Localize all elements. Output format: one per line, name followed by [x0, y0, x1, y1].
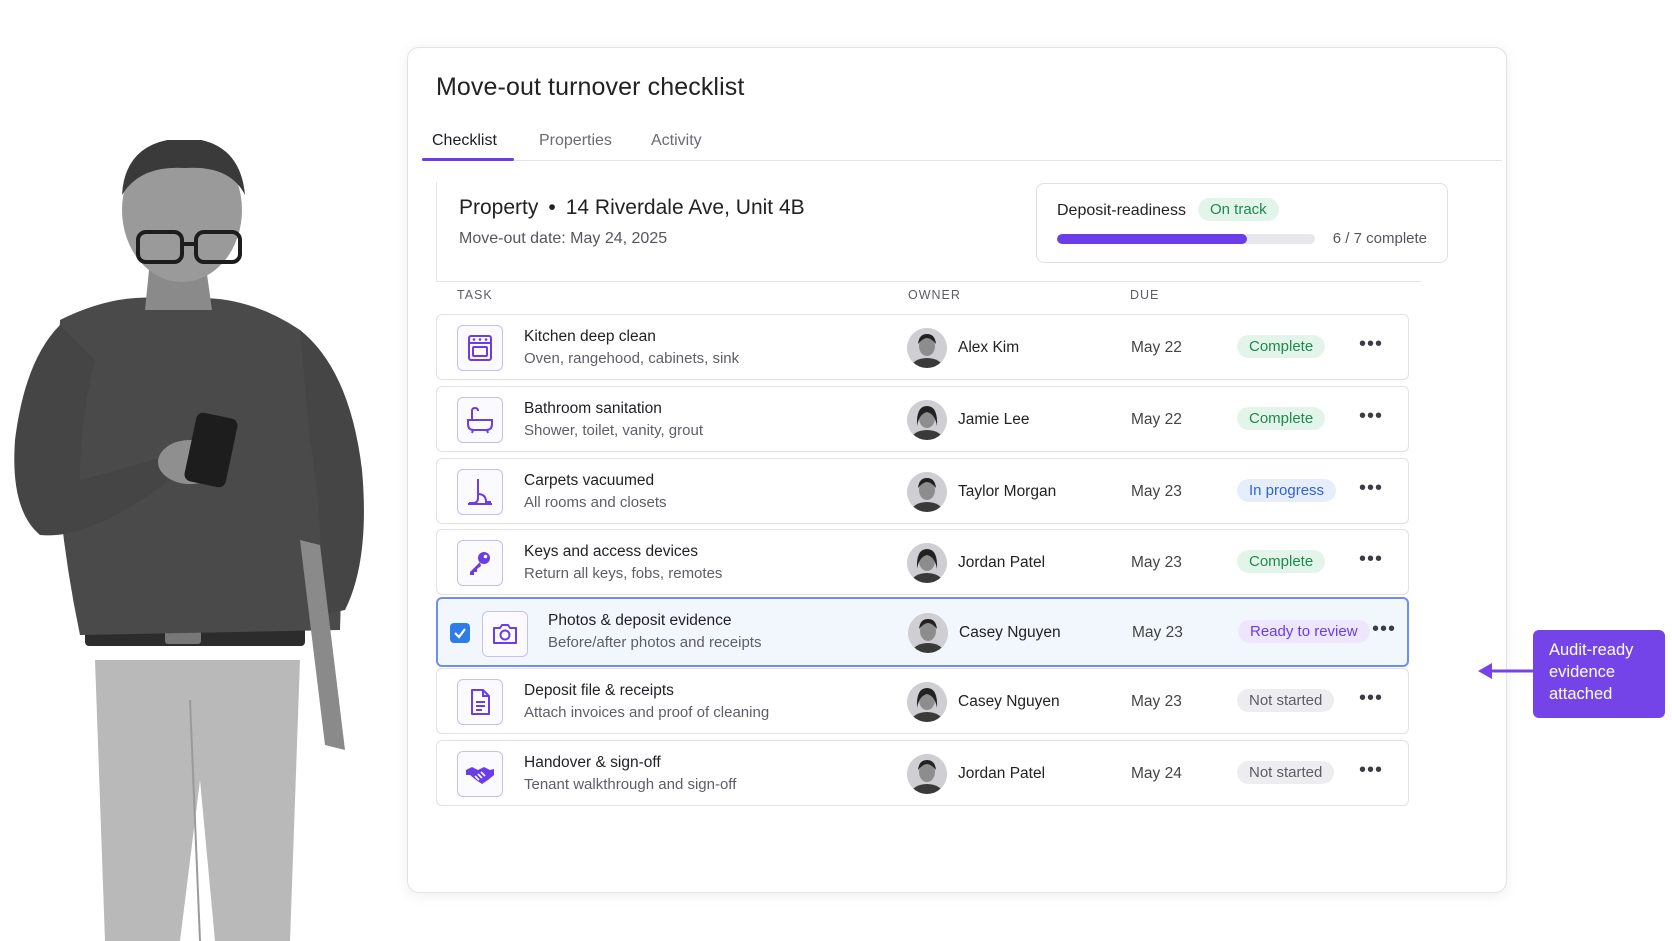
camera-icon	[482, 611, 528, 657]
owner-name: Alex Kim	[958, 339, 1020, 356]
task-title: Handover & sign-off	[524, 754, 661, 771]
callout-line: attached	[1549, 685, 1613, 703]
status-badge: Ready to review	[1238, 620, 1370, 643]
avatar	[907, 400, 947, 440]
more-options-icon[interactable]: •••	[1359, 759, 1384, 781]
task-title: Deposit file & receipts	[524, 682, 674, 699]
due-date: May 22	[1131, 339, 1182, 356]
status-badge: Complete	[1237, 407, 1326, 430]
document-icon	[457, 679, 503, 725]
due-date: May 23	[1132, 624, 1183, 641]
owner-name: Jordan Patel	[958, 554, 1046, 571]
property-heading: Property • 14 Riverdale Ave, Unit 4B	[459, 196, 805, 220]
column-header-task: TASK	[457, 288, 493, 302]
deposit-progress-fill	[1057, 234, 1247, 244]
table-row[interactable]: Photos & deposit evidence Before/after ph…	[436, 597, 1409, 667]
tab-properties[interactable]: Properties	[539, 132, 612, 149]
deposit-readiness-label: Deposit-readiness	[1057, 202, 1186, 219]
property-label: Property	[459, 196, 539, 219]
checklist-card: Move-out turnover checklist Checklist Pr…	[407, 47, 1507, 893]
person-photo	[14, 140, 364, 941]
task-title: Keys and access devices	[524, 543, 699, 560]
property-separator: •	[548, 196, 556, 219]
status-badge: Complete	[1237, 335, 1326, 358]
tab-checklist[interactable]: Checklist	[432, 132, 497, 149]
more-options-icon[interactable]: •••	[1359, 548, 1384, 570]
deposit-progress-text: 6 / 7 complete	[1332, 230, 1427, 247]
more-options-icon[interactable]: •••	[1359, 405, 1384, 427]
avatar	[907, 754, 947, 794]
deposit-status-badge: On track	[1198, 198, 1279, 221]
due-date: May 23	[1131, 483, 1182, 500]
more-options-icon[interactable]: •••	[1359, 687, 1384, 709]
task-title: Photos & deposit evidence	[548, 612, 732, 629]
status-badge: In progress	[1237, 479, 1337, 502]
status-badge: Complete	[1237, 550, 1326, 573]
table-row[interactable]: Bathroom sanitation Shower, toilet, vanit…	[436, 386, 1409, 452]
task-subtitle: Return all keys, fobs, remotes	[524, 565, 723, 582]
owner-name: Jordan Patel	[958, 765, 1046, 782]
status-badge: Not started	[1237, 689, 1335, 712]
table-row[interactable]: Carpets vacuumed All rooms and closets Tay…	[436, 458, 1409, 524]
vacuum-icon	[457, 469, 503, 515]
callout-arrow-icon	[1478, 663, 1534, 679]
active-tab-indicator	[422, 158, 514, 161]
deposit-progress-bar	[1057, 234, 1315, 244]
owner-name: Casey Nguyen	[958, 693, 1060, 710]
column-header-owner: OWNER	[908, 288, 961, 302]
task-title: Bathroom sanitation	[524, 400, 662, 417]
oven-icon	[457, 325, 503, 371]
task-subtitle: All rooms and closets	[524, 494, 667, 511]
due-date: May 23	[1131, 554, 1182, 571]
avatar	[908, 613, 948, 653]
due-date: May 22	[1131, 411, 1182, 428]
task-subtitle: Before/after photos and receipts	[548, 634, 762, 651]
page-title: Move-out turnover checklist	[436, 73, 745, 101]
key-icon	[457, 540, 503, 586]
task-subtitle: Tenant walkthrough and sign-off	[524, 776, 737, 793]
table-row[interactable]: Kitchen deep clean Oven, rangehood, cabin…	[436, 314, 1409, 380]
bathtub-icon	[457, 397, 503, 443]
owner-name: Casey Nguyen	[959, 624, 1061, 641]
tab-activity[interactable]: Activity	[651, 132, 702, 149]
table-row[interactable]: Deposit file & receipts Attach invoices a…	[436, 668, 1409, 734]
task-title: Kitchen deep clean	[524, 328, 656, 345]
property-summary: Property • 14 Riverdale Ave, Unit 4B Move-…	[436, 182, 1421, 282]
table-row[interactable]: Keys and access devices Return all keys, …	[436, 529, 1409, 595]
deposit-readiness-panel: Deposit-readiness On track 6 / 7 complet…	[1036, 183, 1448, 263]
task-title: Carpets vacuumed	[524, 472, 655, 489]
more-options-icon[interactable]: •••	[1372, 618, 1397, 640]
table-row[interactable]: Handover & sign-off Tenant walkthrough an…	[436, 740, 1409, 806]
callout-line: Audit-ready	[1549, 641, 1634, 659]
tab-bar: Checklist Properties Activity	[422, 118, 1502, 161]
move-out-date: Move-out date: May 24, 2025	[459, 230, 668, 247]
owner-name: Taylor Morgan	[958, 483, 1057, 500]
property-address: 14 Riverdale Ave, Unit 4B	[565, 196, 805, 219]
avatar	[907, 543, 947, 583]
callout-line: evidence	[1549, 663, 1616, 681]
column-header-due: DUE	[1130, 288, 1160, 302]
evidence-callout: Audit-ready evidence attached	[1533, 630, 1665, 718]
avatar	[907, 682, 947, 722]
owner-name: Jamie Lee	[958, 411, 1030, 428]
task-subtitle: Shower, toilet, vanity, grout	[524, 422, 703, 439]
due-date: May 24	[1131, 765, 1182, 782]
handshake-icon	[457, 751, 503, 797]
row-checkbox[interactable]	[450, 623, 470, 643]
avatar	[907, 328, 947, 368]
task-subtitle: Oven, rangehood, cabinets, sink	[524, 350, 740, 367]
status-badge: Not started	[1237, 761, 1335, 784]
task-subtitle: Attach invoices and proof of cleaning	[524, 704, 770, 721]
avatar	[907, 472, 947, 512]
more-options-icon[interactable]: •••	[1359, 333, 1384, 355]
due-date: May 23	[1131, 693, 1182, 710]
checkmark-icon	[454, 628, 466, 639]
more-options-icon[interactable]: •••	[1359, 477, 1384, 499]
